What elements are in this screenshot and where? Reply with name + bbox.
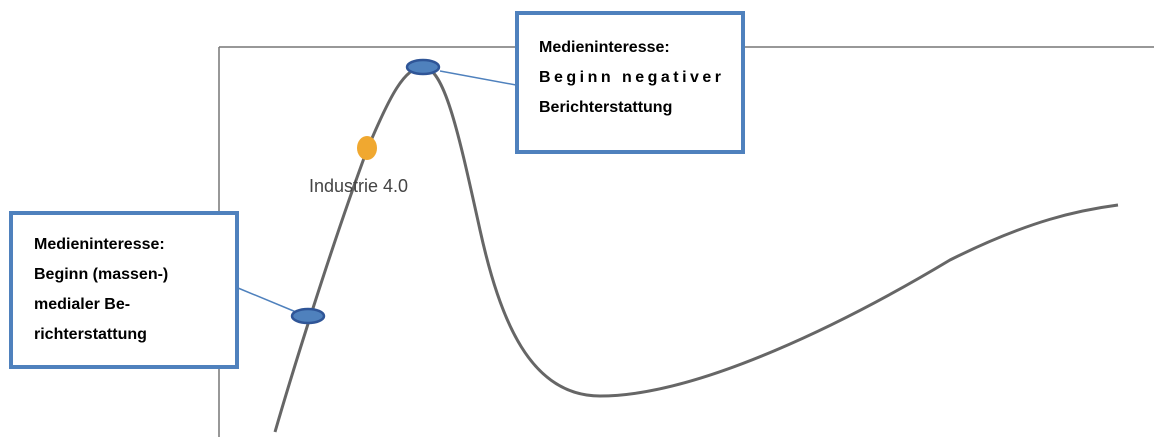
callout-line: Beginn negativer [539, 69, 721, 86]
connector [237, 287, 297, 313]
marker [290, 307, 326, 325]
technology-label: Industrie 4.0 [309, 176, 408, 196]
callout-box [9, 211, 239, 369]
callout-line: richterstattung [34, 326, 147, 343]
connector [439, 70, 517, 86]
callout-box [515, 11, 745, 154]
callout-line: medialer Be- [34, 296, 130, 313]
hype-curve [273, 65, 1119, 433]
callout-line: Medieninteresse: [539, 39, 670, 56]
callout-line: Medieninteresse: [34, 236, 165, 253]
technology-dot [357, 136, 377, 160]
marker [405, 58, 441, 76]
callout-line: Beginn (massen-) [34, 266, 168, 283]
callout-line: Berichterstattung [539, 99, 672, 116]
